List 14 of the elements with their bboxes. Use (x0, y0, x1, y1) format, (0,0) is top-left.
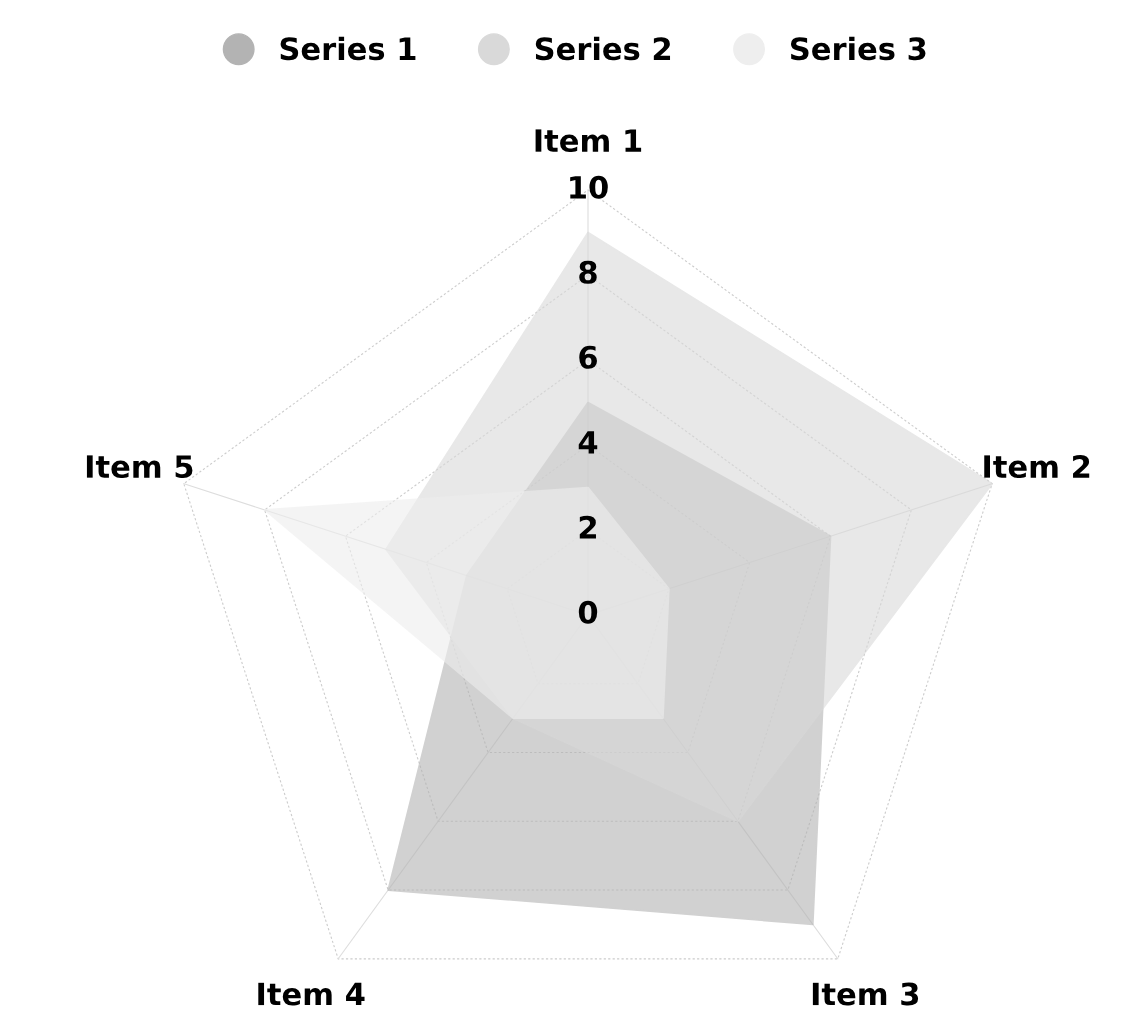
legend-label: Series 3 (790, 36, 926, 61)
y-tick-label: 10 (570, 175, 608, 199)
y-tick-label: 0 (578, 600, 598, 624)
spoke-label: Item 5 (86, 455, 193, 479)
spoke-label: Item 3 (812, 982, 919, 1006)
y-tick-label: 2 (579, 515, 596, 539)
spoke-label: Item 1 (535, 129, 642, 153)
spoke-label: Item 4 (258, 982, 365, 1006)
y-tick-label: 8 (579, 260, 597, 284)
y-tick-label: 4 (578, 431, 598, 454)
spoke-label: Item 2 (984, 454, 1090, 479)
legend-label: Series 1 (280, 36, 416, 61)
y-tick-label: 6 (579, 345, 597, 369)
legend-label: Series 2 (535, 36, 671, 61)
